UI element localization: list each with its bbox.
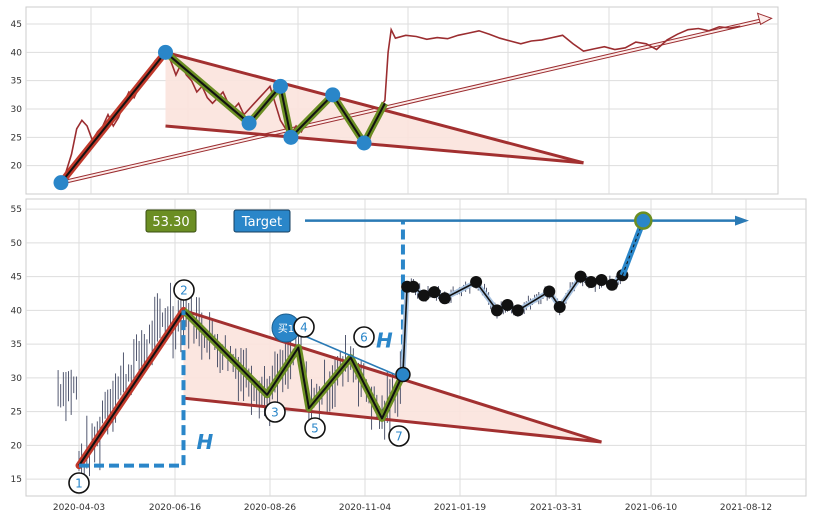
post-breakout-marker bbox=[428, 286, 441, 299]
bottom-wave-core bbox=[182, 309, 404, 420]
target-arrow-head bbox=[735, 215, 749, 226]
x-tick-label: 2021-03-31 bbox=[530, 503, 582, 513]
top-pivot-marker bbox=[241, 115, 257, 131]
bottom-upper-trendline bbox=[183, 308, 602, 444]
bottom-y-tick-label: 30 bbox=[11, 374, 23, 384]
bottom-y-tick-label: 40 bbox=[11, 306, 23, 316]
wave-label-circle-2 bbox=[173, 279, 195, 301]
post-breakout-marker bbox=[585, 276, 598, 289]
bottom-y-tick-label: 25 bbox=[11, 408, 22, 418]
top-pivot-marker bbox=[325, 87, 341, 103]
wave-label-circle-5 bbox=[304, 417, 326, 439]
wave-label-circle-7 bbox=[388, 425, 410, 447]
wave-label-7: 7 bbox=[395, 430, 403, 444]
bottom-y-tick-label: 35 bbox=[11, 340, 22, 350]
bottom-y-tick-label: 45 bbox=[11, 273, 22, 283]
wave-label-2: 2 bbox=[180, 284, 188, 298]
wave-label-1: 1 bbox=[75, 477, 83, 491]
height-label-left: H bbox=[197, 430, 214, 454]
target-marker bbox=[634, 211, 653, 230]
x-tick-label: 2020-08-26 bbox=[244, 503, 297, 513]
top-upper-trendline bbox=[165, 50, 584, 165]
bottom-y-tick-label: 20 bbox=[11, 441, 23, 451]
post-breakout-marker bbox=[511, 304, 524, 317]
wave-label-circle-6 bbox=[353, 326, 375, 348]
breakout-marker bbox=[395, 366, 411, 383]
post-breakout-marker bbox=[501, 298, 514, 311]
x-tick-label: 2020-04-03 bbox=[53, 503, 105, 513]
top-impulse-core bbox=[60, 51, 167, 184]
bottom-y-tick-label: 50 bbox=[11, 239, 23, 249]
top-y-tick-label: 45 bbox=[11, 20, 22, 30]
wave-label-3: 3 bbox=[271, 406, 279, 420]
price-box bbox=[145, 209, 197, 233]
post-breakout-marker bbox=[574, 270, 587, 283]
post-breakout-marker bbox=[438, 292, 451, 305]
x-tick-label: 2020-11-04 bbox=[339, 503, 392, 513]
x-tick-label: 2021-06-10 bbox=[625, 503, 678, 513]
bottom-plot-area bbox=[25, 198, 807, 497]
buy-marker-label: 买1 bbox=[278, 323, 294, 335]
price-box-label: 53.30 bbox=[152, 215, 189, 230]
top-pivot-marker bbox=[272, 78, 288, 94]
top-lower-trendline bbox=[165, 124, 584, 165]
post-breakout-marker bbox=[407, 280, 420, 293]
target-box bbox=[233, 209, 291, 233]
top-breakout-arrow-line bbox=[60, 19, 762, 184]
top-y-tick-label: 30 bbox=[11, 105, 23, 115]
target-box-label: Target bbox=[241, 215, 282, 230]
post-breakout-marker bbox=[470, 276, 483, 289]
top-breakout-arrow-head bbox=[756, 12, 773, 26]
top-y-tick-label: 25 bbox=[11, 133, 22, 143]
top-pivot-marker bbox=[158, 44, 173, 60]
target-leg-core bbox=[621, 220, 644, 276]
post-breakout-marker bbox=[553, 301, 566, 313]
post-breakout-marker bbox=[605, 278, 618, 291]
top-pivot-marker bbox=[283, 129, 299, 145]
post-breakout-marker bbox=[491, 304, 503, 317]
top-y-tick-label: 20 bbox=[11, 162, 23, 172]
x-tick-label: 2020-06-16 bbox=[149, 503, 202, 513]
bottom-impulse-core bbox=[78, 309, 185, 467]
bottom-y-tick-label: 15 bbox=[11, 475, 22, 485]
wave-label-4: 4 bbox=[300, 321, 308, 335]
bottom-lower-trendline bbox=[183, 396, 602, 444]
x-tick-label: 2021-01-19 bbox=[434, 503, 487, 513]
top-pivot-marker bbox=[356, 135, 372, 151]
post-breakout-marker bbox=[543, 285, 556, 298]
x-tick-label: 2021-08-12 bbox=[720, 503, 772, 513]
height-label-right: H bbox=[376, 329, 393, 353]
height-measure-left bbox=[79, 310, 186, 468]
wave-label-6: 6 bbox=[360, 331, 368, 345]
top-y-tick-label: 35 bbox=[11, 77, 22, 87]
post-breakout-marker bbox=[417, 289, 430, 302]
wave-label-5: 5 bbox=[311, 422, 319, 436]
bottom-y-tick-label: 55 bbox=[11, 205, 22, 215]
top-pivot-marker bbox=[53, 175, 69, 191]
top-y-tick-label: 40 bbox=[11, 48, 23, 58]
wave-label-circle-1 bbox=[68, 472, 90, 494]
wave-label-circle-4 bbox=[293, 316, 315, 338]
wave-label-circle-3 bbox=[264, 401, 286, 423]
post-breakout-marker bbox=[595, 274, 608, 286]
